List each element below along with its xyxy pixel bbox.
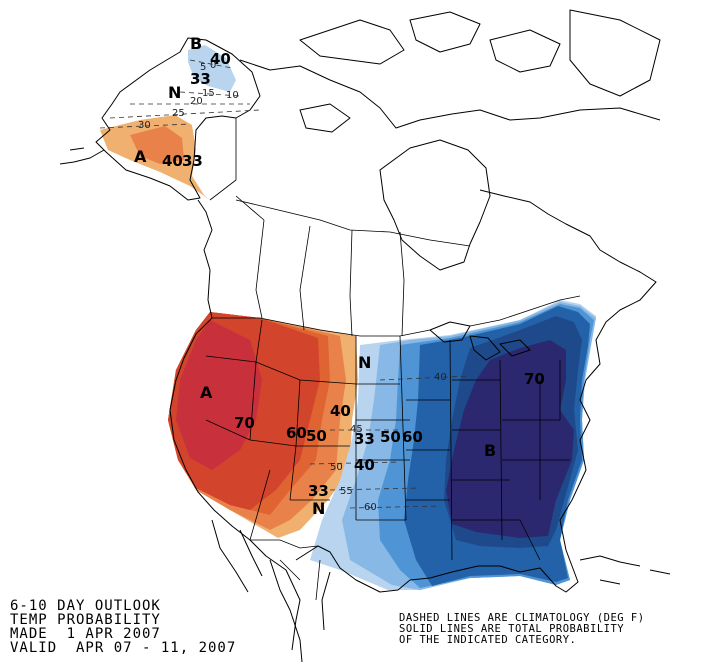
legend-note-line-1: DASHED LINES ARE CLIMATOLOGY (DEG F) [399,612,645,624]
clim-line-60 [349,505,441,509]
clim-label-30: 30 [138,120,151,131]
east-coast [479,189,657,551]
gulf-coast [295,545,579,593]
clim-line-5 [189,59,233,69]
us-canada-border [212,295,581,337]
clim-line-50 [309,461,401,465]
great-lakes [429,321,531,361]
outlook-info-block: 6-10 DAY OUTLOOK TEMP PROBABILITY MADE 1 A… [10,599,236,655]
category-label-alaska-above: A [134,147,147,166]
coastlines [59,9,671,663]
prob-label-west-33: 33 [308,482,329,500]
clim-label-5: 5 [200,62,206,73]
west-coast [169,199,301,651]
clim-label-0: 0 [210,60,216,71]
clim-line-15 [179,91,241,97]
legend-note: DASHED LINES ARE CLIMATOLOGY (DEG F) SOLI… [399,613,645,646]
prob-label-alaska-b40: 40 [210,50,231,68]
alaska-coast [95,37,261,201]
category-label-east-below: B [484,441,496,460]
prob-label-west-70: 70 [234,414,255,432]
baja-coast [211,519,263,593]
prob-label-alaska-a40: 40 [162,152,183,170]
alaska-canada-border [209,118,237,201]
clim-line-40 [379,375,471,381]
prob-label-east-33: 33 [354,430,375,448]
borders [205,118,581,601]
climatology-lines [99,59,471,509]
east-below-core-region [446,340,574,538]
prob-label-east-70: 70 [524,370,545,388]
prob-label-alaska-b33: 33 [190,70,211,88]
climatology-labels: 5 0 15 10 20 25 30 40 45 50 55 60 [138,60,447,513]
category-label-alaska-below: B [190,34,202,53]
clim-label-55: 55 [340,486,353,497]
west-above-70-region [176,320,262,470]
clim-label-40: 40 [434,372,447,383]
category-label-southwest-normal: N [312,499,325,518]
prob-label-west-40: 40 [330,402,351,420]
clim-label-50: 50 [330,462,343,473]
legend-note-line-2: SOLID LINES ARE TOTAL PROBABILITY [399,623,625,635]
clim-label-10: 10 [226,90,239,101]
clim-label-20: 20 [190,96,203,107]
clim-line-55 [329,487,421,491]
clim-label-60: 60 [364,502,377,513]
category-label-plains-normal: N [358,353,371,372]
prob-label-east-60: 60 [402,428,423,446]
outlook-valid-dates: VALID APR 07 - 11, 2007 [10,640,237,656]
prob-label-alaska-a33: 33 [182,152,203,170]
clim-label-45: 45 [350,424,363,435]
probability-labels: 40 33 40 33 70 60 50 40 33 33 50 60 40 7… [162,50,545,500]
caribbean-islands [579,555,671,585]
outlook-subtitle: TEMP PROBABILITY [10,612,161,628]
category-label-alaska-normal: N [168,83,181,102]
mexico-states [279,559,321,601]
clim-line-30 [99,123,191,129]
arctic-coast [239,59,661,129]
shaded-regions [100,45,596,590]
us-mexico-border [250,539,319,549]
category-label-west-above: A [200,383,213,402]
aleutian-chain [59,147,105,165]
us-states-east [452,359,570,561]
prob-label-east-50: 50 [380,428,401,446]
clim-label-15: 15 [202,88,215,99]
legend-note-line-3: OF THE INDICATED CATEGORY. [399,634,577,646]
clim-line-25 [109,109,261,119]
outlook-title: 6-10 DAY OUTLOOK [10,598,161,614]
alaska-below-region [188,45,236,92]
canada-provinces [235,195,471,337]
clim-label-25: 25 [172,108,185,119]
mexico-coast [269,559,331,663]
category-labels: B N A A N N B [134,34,496,518]
us-states-central [355,335,453,561]
prob-label-west-50: 50 [306,427,327,445]
hudson-bay [379,139,491,271]
prob-label-west-60: 60 [286,424,307,442]
outlook-made-date: MADE 1 APR 2007 [10,626,161,642]
alaska-above-40-region [130,126,184,164]
arctic-islands [299,9,661,133]
us-states-west [205,319,357,541]
prob-label-east-40: 40 [354,456,375,474]
